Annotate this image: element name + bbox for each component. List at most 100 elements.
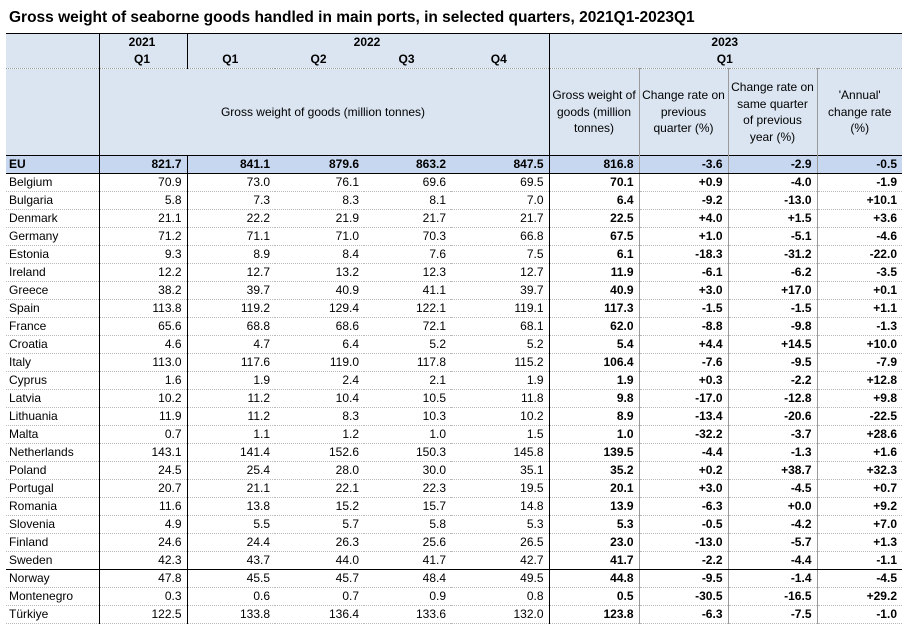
table-cell: 13.9 — [548, 497, 639, 516]
table-cell: 9.8 — [548, 389, 639, 408]
table-cell: 2.1 — [364, 371, 451, 390]
table-cell: 0.5 — [548, 587, 639, 606]
data-table: 2021 2022 2023 Q1 Q1 Q2 Q3 Q4 Q1 Gross w… — [6, 33, 902, 624]
country-name: Denmark — [6, 209, 99, 228]
table-cell: +1.0 — [638, 227, 728, 246]
table-cell: 5.8 — [98, 191, 187, 210]
country-name: Italy — [6, 353, 99, 372]
table-cell: -13.0 — [727, 191, 817, 210]
table-cell: 841.1 — [186, 155, 275, 174]
country-name: Croatia — [6, 335, 99, 354]
table-cell: +3.6 — [816, 209, 902, 228]
table-row: Belgium 70.9 73.0 76.1 69.6 69.5 70.1 +0.9 -4.0-… — [6, 173, 902, 192]
gross-weight-group-label: Gross weight of goods (million tonnes) — [98, 68, 549, 156]
table-cell: 1.5 — [451, 425, 549, 444]
table-cell: 21.9 — [275, 209, 364, 228]
table-row: Montenegro 0.3 0.6 0.7 0.9 0.8 0.5 -30.5 -16.5 +2… — [6, 587, 902, 606]
quarter-2022-q3: Q3 — [364, 51, 451, 69]
table-cell: -31.2 — [727, 245, 817, 264]
table-row: Türkiye 122.5 133.8 136.4 133.6 132.0 123.8 -6.… — [6, 605, 902, 624]
table-cell: 21.7 — [364, 209, 451, 228]
table-cell: 1.1 — [186, 425, 275, 444]
table-cell: 5.8 — [364, 515, 451, 534]
table-row: Norway 47.8 45.5 45.7 48.4 49.5 44.8 -9.5 -1.4 -4… — [6, 569, 902, 588]
table-cell: +0.2 — [638, 461, 728, 480]
table-cell: -22.5 — [816, 407, 902, 426]
table-cell: -4.4 — [638, 443, 728, 462]
table-cell: 48.4 — [364, 569, 451, 588]
table-cell: 863.2 — [364, 155, 451, 174]
quarter-2022-q2: Q2 — [275, 51, 364, 69]
table-cell: 22.2 — [186, 209, 275, 228]
year-2023: 2023 — [548, 33, 902, 51]
table-cell: -5.1 — [727, 227, 817, 246]
table-title: Gross weight of seaborne goods handled i… — [9, 9, 695, 26]
table-cell: -12.8 — [727, 389, 817, 408]
table-cell: 8.3 — [275, 191, 364, 210]
table-cell: -3.7 — [727, 425, 817, 444]
table-cell: 26.3 — [275, 533, 364, 552]
table-cell: 69.5 — [451, 173, 549, 192]
table-cell: 9.3 — [98, 245, 187, 264]
table-cell: +4.4 — [638, 335, 728, 354]
corner-cell-3 — [6, 68, 99, 156]
table-cell: 11.9 — [98, 407, 187, 426]
country-name: Belgium — [6, 173, 99, 192]
country-name: Portugal — [6, 479, 99, 498]
table-cell: 41.1 — [364, 281, 451, 300]
table-cell: 139.5 — [548, 443, 639, 462]
table-cell: 6.1 — [548, 245, 639, 264]
table-cell: -4.2 — [727, 515, 817, 534]
table-cell: 47.8 — [98, 569, 187, 588]
table-cell: +38.7 — [727, 461, 817, 480]
table-cell: 4.6 — [98, 335, 187, 354]
table-cell: 12.3 — [364, 263, 451, 282]
table-cell: -1.3 — [727, 443, 817, 462]
table-cell: 132.0 — [451, 605, 549, 624]
table-cell: 145.8 — [451, 443, 549, 462]
table-cell: 5.3 — [451, 515, 549, 534]
table-cell: 21.7 — [451, 209, 549, 228]
table-cell: +29.2 — [816, 587, 902, 606]
col-change-prev-quarter: Change rate on previous quarter (%) — [638, 68, 728, 156]
table-cell: +0.1 — [816, 281, 902, 300]
table-cell: -16.5 — [727, 587, 817, 606]
table-cell: 73.0 — [186, 173, 275, 192]
table-cell: 65.6 — [98, 317, 187, 336]
table-cell: +9.2 — [816, 497, 902, 516]
table-cell: 8.4 — [275, 245, 364, 264]
table-cell: +28.6 — [816, 425, 902, 444]
table-cell: -18.3 — [638, 245, 728, 264]
table-cell: -13.0 — [638, 533, 728, 552]
table-cell: 8.9 — [548, 407, 639, 426]
table-row: France 65.6 68.8 68.6 72.1 68.1 62.0 -8.8 -9.8 -1… — [6, 317, 902, 336]
table-cell: 15.2 — [275, 497, 364, 516]
country-name: Slovenia — [6, 515, 99, 534]
country-name: Germany — [6, 227, 99, 246]
table-cell: 106.4 — [548, 353, 639, 372]
table-cell: 40.9 — [275, 281, 364, 300]
table-cell: 11.2 — [186, 407, 275, 426]
table-cell: 4.7 — [186, 335, 275, 354]
table-cell: 8.1 — [364, 191, 451, 210]
table-cell: 133.8 — [186, 605, 275, 624]
table-row: Cyprus 1.6 1.9 2.4 2.1 1.9 1.9 +0.3 -2.2 +12.8 — [6, 371, 902, 390]
table-cell: 5.4 — [548, 335, 639, 354]
table-cell: 41.7 — [548, 551, 639, 570]
table-cell: 68.8 — [186, 317, 275, 336]
table-row: Netherlands 143.1 141.4 152.6 150.3 145.8 139.… — [6, 443, 902, 462]
table-cell: 43.7 — [186, 551, 275, 570]
table-cell: 15.7 — [364, 497, 451, 516]
table-cell: 5.5 — [186, 515, 275, 534]
table-cell: 122.1 — [364, 299, 451, 318]
table-cell: 42.3 — [98, 551, 187, 570]
table-cell: 6.4 — [548, 191, 639, 210]
country-name: Lithuania — [6, 407, 99, 426]
table-cell: 12.7 — [186, 263, 275, 282]
table-cell: -1.5 — [727, 299, 817, 318]
table-cell: 22.3 — [364, 479, 451, 498]
country-name: Montenegro — [6, 587, 99, 606]
table-cell: 143.1 — [98, 443, 187, 462]
table-cell: 21.1 — [186, 479, 275, 498]
table-cell: 0.7 — [98, 425, 187, 444]
